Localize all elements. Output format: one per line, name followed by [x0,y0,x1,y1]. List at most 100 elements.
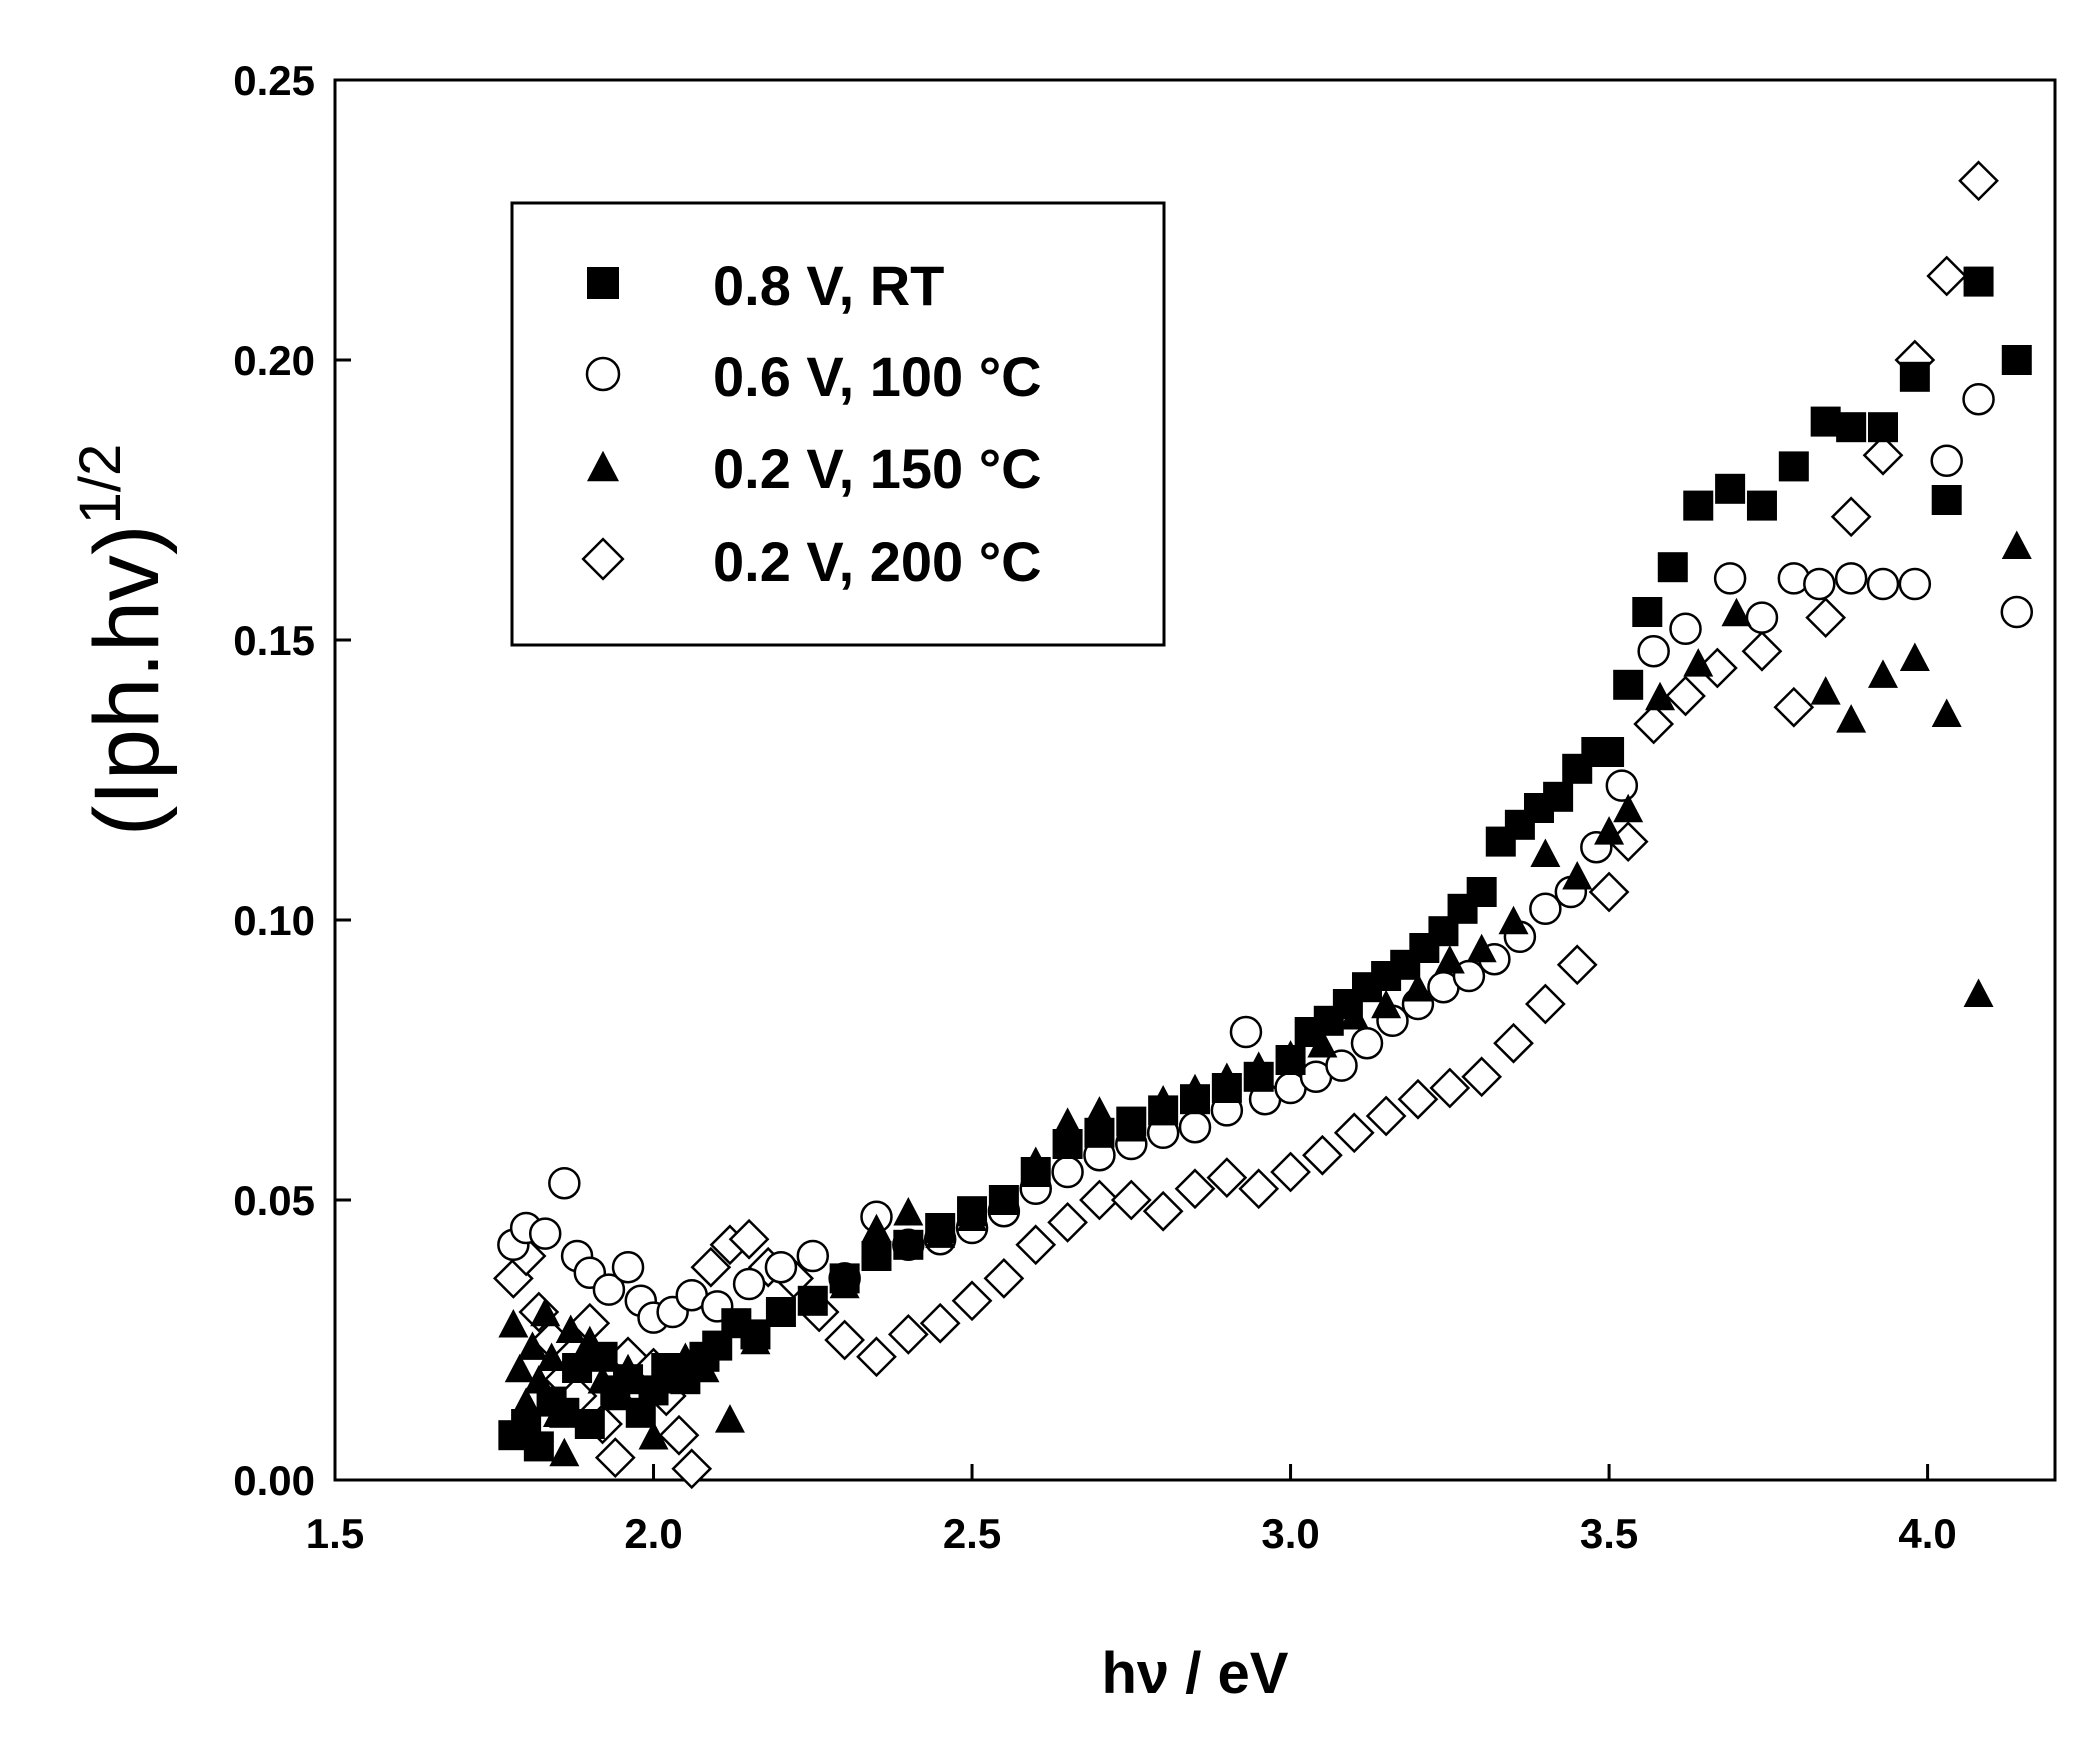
x-tick-label: 2.5 [943,1510,1001,1557]
data-point [1174,1168,1216,1210]
data-point [1529,892,1562,926]
data-point [1015,1224,1057,1266]
data-point [829,1263,860,1294]
data-point [1180,1084,1210,1115]
data-point [1745,601,1779,634]
y-tick-label: 0.00 [233,1457,315,1504]
data-point [1434,944,1465,974]
data-point [1429,1067,1471,1109]
data-point [925,1213,956,1243]
data-point [1594,816,1625,845]
data-point [1371,989,1402,1019]
data-point [983,1258,1025,1299]
data-point [1543,781,1574,812]
data-point [1637,634,1670,668]
data-point [1498,905,1529,935]
data-point [1525,983,1566,1025]
legend-label-2: 0.2 V, 150 °C [713,437,1042,500]
data-point [861,1213,892,1243]
data-point [988,1185,1019,1215]
data-point [887,1314,929,1355]
data-point [1963,266,1994,297]
data-point [1834,562,1868,595]
data-point [1051,1155,1084,1189]
data-point [1302,1134,1343,1176]
data-point [1958,160,1999,202]
data-point [1805,597,1847,638]
y-axis-title-exponent: 1/2 [68,444,133,525]
data-point [1178,1110,1212,1144]
data-point [1350,1026,1384,1060]
data-point [1868,659,1898,688]
data-point [824,1319,865,1361]
data-point [1588,871,1630,913]
data-point [498,1308,529,1338]
data-point [1862,434,1904,476]
data-point [1632,597,1663,627]
data-point [1594,737,1625,767]
data-point [1530,838,1561,868]
data-point [1238,1168,1280,1210]
data-point [1466,933,1497,963]
data-point [528,1217,562,1250]
data-point [1461,1056,1503,1098]
data-point [1020,1157,1051,1187]
data-point [1052,1129,1083,1159]
data-point [1466,877,1497,907]
legend-label-0: 0.8 V, RT [713,254,944,317]
data-point [732,1267,766,1301]
data-point [1713,562,1747,595]
x-tick-label: 2.0 [624,1510,682,1557]
legend: 0.8 V, RT 0.6 V, 100 °C 0.2 V, 150 °C 0.2 V… [510,201,1166,647]
data-point [1206,1157,1248,1198]
data-point [1605,769,1639,802]
data-point [1556,944,1598,986]
data-point [536,1342,567,1372]
data-point [523,1364,554,1394]
data-point [1613,793,1644,823]
data-point [764,1250,798,1284]
data-point [740,1319,771,1350]
data-point [2000,595,2034,629]
data-point [796,1239,830,1273]
data-point [1669,612,1702,646]
data-point [1963,978,1994,1008]
data-point [893,1229,924,1260]
data-point [1229,1015,1263,1049]
data-point [1665,675,1706,717]
legend-marker-3 [581,537,625,581]
data-point [1721,597,1752,627]
plot-area [333,78,2057,1482]
data-point [671,1448,713,1490]
data-point [690,1246,732,1288]
data-point [1333,1112,1375,1154]
data-point [957,1196,988,1227]
y-tick-label: 0.05 [233,1177,315,1224]
data-point [523,1431,554,1462]
data-point [1402,972,1433,1002]
data-point [1084,1117,1115,1148]
data-point [594,1437,636,1478]
series-layer [493,160,2034,1490]
x-axis-title: hν / eV [1102,1641,1289,1706]
data-point [1148,1095,1179,1126]
data-point [765,1297,796,1327]
data-point [1116,1106,1147,1137]
data-point [856,1336,897,1378]
data-point [797,1285,828,1316]
data-point [562,1353,593,1383]
x-tick-label: 3.5 [1580,1510,1638,1557]
data-point [613,1364,644,1395]
legend-marker-2 [587,450,619,482]
data-point [1052,1107,1083,1136]
data-point [1325,1049,1358,1082]
legend-label-1: 0.6 V, 100 °C [713,345,1042,408]
data-point [555,1314,586,1344]
data-point [2001,345,2032,375]
data-point [861,1241,892,1271]
data-point [1836,704,1867,733]
x-tick-label: 1.5 [306,1510,364,1557]
data-point [1866,567,1900,601]
y-tick-label: 0.15 [233,617,315,664]
data-point [1741,630,1783,672]
